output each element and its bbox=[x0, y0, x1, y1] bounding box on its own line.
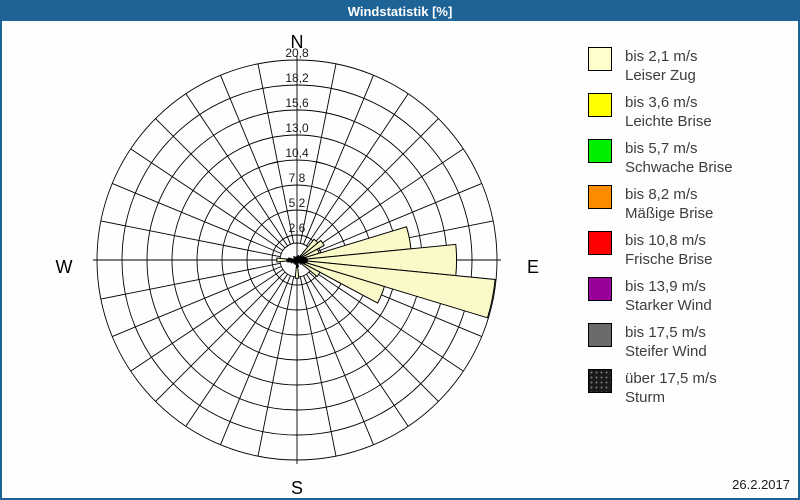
svg-text:5,2: 5,2 bbox=[289, 196, 306, 210]
center-calm-cluster bbox=[286, 254, 308, 269]
legend-name-label: Frische Brise bbox=[625, 251, 713, 268]
legend-name-label: Mäßige Brise bbox=[625, 205, 714, 222]
wind-rose-petals bbox=[276, 226, 496, 319]
legend-speed-label: bis 13,9 m/s bbox=[625, 278, 706, 295]
svg-text:15,6: 15,6 bbox=[285, 96, 309, 110]
legend-item: bis 8,2 m/s Mäßige Brise bbox=[588, 185, 733, 223]
legend-color-swatch bbox=[588, 185, 612, 209]
legend-name-label: Leiser Zug bbox=[625, 67, 696, 84]
legend-speed-label: über 17,5 m/s bbox=[625, 370, 717, 387]
legend-item: bis 3,6 m/s Leichte Brise bbox=[588, 93, 733, 131]
svg-text:2,6: 2,6 bbox=[289, 221, 306, 235]
compass-north: N bbox=[291, 32, 304, 52]
legend-speed-label: bis 17,5 m/s bbox=[625, 324, 706, 341]
date-label: 26.2.2017 bbox=[732, 477, 790, 492]
ring-value-labels: 2,6 5,2 7,8 10,4 13,0 15,6 18,2 20,8 bbox=[285, 46, 309, 235]
legend-name-label: Steifer Wind bbox=[625, 343, 707, 360]
legend-color-swatch bbox=[588, 369, 612, 393]
legend-name-label: Sturm bbox=[625, 389, 666, 406]
svg-text:7,8: 7,8 bbox=[289, 171, 306, 185]
svg-text:18,2: 18,2 bbox=[285, 71, 309, 85]
legend-speed-label: bis 2,1 m/s bbox=[625, 48, 698, 65]
legend-color-swatch bbox=[588, 139, 612, 163]
window-title: Windstatistik [%] bbox=[2, 2, 798, 21]
legend-color-swatch bbox=[588, 93, 612, 117]
legend-name-label: Schwache Brise bbox=[625, 159, 733, 176]
svg-text:10,4: 10,4 bbox=[285, 146, 309, 160]
legend-color-swatch bbox=[588, 47, 612, 71]
compass-west: W bbox=[56, 257, 73, 277]
legend-name-label: Leichte Brise bbox=[625, 113, 712, 130]
legend-color-swatch bbox=[588, 277, 612, 301]
compass-south: S bbox=[291, 478, 303, 498]
legend-item: bis 10,8 m/s Frische Brise bbox=[588, 231, 733, 269]
legend-color-swatch bbox=[588, 231, 612, 255]
wind-speed-legend: bis 2,1 m/s Leiser Zug bis 3,6 m/s Leich… bbox=[588, 47, 733, 407]
legend-speed-label: bis 5,7 m/s bbox=[625, 140, 698, 157]
legend-speed-label: bis 3,6 m/s bbox=[625, 94, 698, 111]
legend-item: über 17,5 m/s Sturm bbox=[588, 369, 733, 407]
legend-item: bis 17,5 m/s Steifer Wind bbox=[588, 323, 733, 361]
legend-item: bis 2,1 m/s Leiser Zug bbox=[588, 47, 733, 85]
svg-text:20,8: 20,8 bbox=[285, 46, 309, 60]
legend-item: bis 5,7 m/s Schwache Brise bbox=[588, 139, 733, 177]
legend-color-swatch bbox=[588, 323, 612, 347]
legend-item: bis 13,9 m/s Starker Wind bbox=[588, 277, 733, 315]
legend-name-label: Starker Wind bbox=[625, 297, 712, 314]
legend-speed-label: bis 8,2 m/s bbox=[625, 186, 698, 203]
compass-labels: N S W E bbox=[56, 32, 540, 498]
svg-text:13,0: 13,0 bbox=[285, 121, 309, 135]
compass-east: E bbox=[527, 257, 539, 277]
legend-speed-label: bis 10,8 m/s bbox=[625, 232, 706, 249]
